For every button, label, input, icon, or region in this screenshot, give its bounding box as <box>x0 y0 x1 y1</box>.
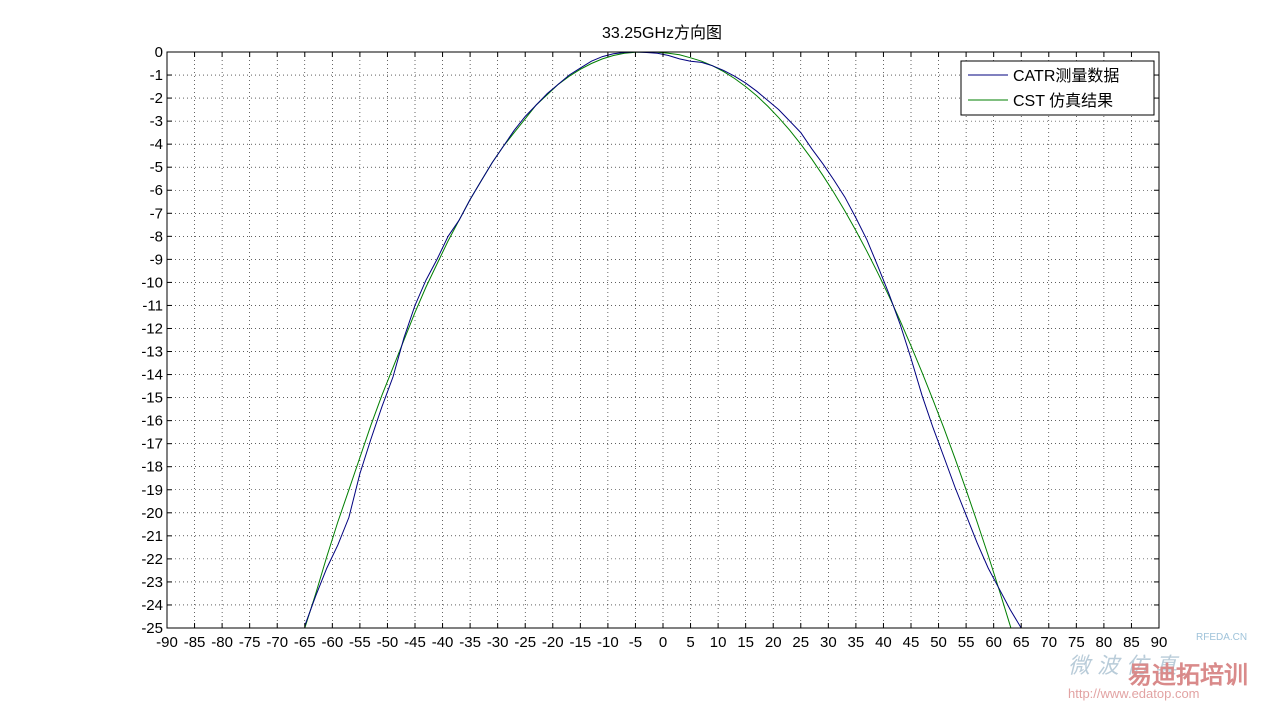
axis-ticks <box>166 51 1160 629</box>
y-tick-label: -1 <box>150 67 163 84</box>
x-tick-label: 60 <box>985 634 1002 651</box>
watermark-brand: 微 波 仿 真 <box>1068 654 1180 679</box>
x-tick-label: 20 <box>765 634 782 651</box>
x-tick-label: -30 <box>487 634 509 651</box>
x-tick-label: 30 <box>820 634 837 651</box>
y-tick-label: -21 <box>141 528 163 545</box>
watermark-url: http://www.edatop.com <box>1068 686 1200 701</box>
y-tick-label: -25 <box>141 620 163 637</box>
x-tick-label: 25 <box>792 634 809 651</box>
x-tick-label: 10 <box>710 634 727 651</box>
x-tick-label: 90 <box>1151 634 1168 651</box>
x-tick-label: -65 <box>294 634 316 651</box>
x-tick-label: 45 <box>903 634 920 651</box>
legend-box <box>960 60 1155 116</box>
x-tick-label: 40 <box>875 634 892 651</box>
y-axis-tick-labels: 0 -1 -2 -3 -4 -5 -6 -7 -8 -9 -10 -11 -12 -13 -14 -15 -16… <box>141 44 163 637</box>
x-tick-label: -75 <box>239 634 261 651</box>
x-tick-label: -20 <box>542 634 564 651</box>
legend: CATR测量数据 CST 仿真结果 <box>960 60 1155 116</box>
y-tick-label: -9 <box>150 251 163 268</box>
legend-label-cst: CST 仿真结果 <box>1013 92 1113 110</box>
y-tick-label: -19 <box>141 482 163 499</box>
y-tick-label: -5 <box>150 159 163 176</box>
legend-label-catr: CATR测量数据 <box>1013 67 1119 85</box>
x-tick-label: -90 <box>156 634 178 651</box>
y-tick-label: -14 <box>141 367 163 384</box>
watermark-site: RFEDA.CN <box>1196 632 1247 643</box>
y-tick-label: -7 <box>150 205 163 222</box>
y-tick-label: -13 <box>141 344 163 361</box>
x-tick-label: -25 <box>514 634 536 651</box>
grid-lines <box>167 52 1159 628</box>
y-tick-label: -11 <box>142 297 163 314</box>
x-tick-label: -40 <box>432 634 454 651</box>
y-tick-label: -3 <box>150 113 163 130</box>
x-axis-tick-labels: -90 -85 -80 -75 -70 -65 -60 -55 -50 -45 -40 -35 -30-… <box>156 634 1167 651</box>
x-tick-label: -60 <box>321 634 343 651</box>
x-tick-label: -15 <box>569 634 591 651</box>
x-tick-label: -50 <box>377 634 399 651</box>
y-tick-label: -16 <box>141 413 163 430</box>
y-tick-label: -10 <box>141 274 163 291</box>
y-tick-label: -24 <box>141 597 163 614</box>
x-tick-label: 80 <box>1096 634 1113 651</box>
x-tick-label: 5 <box>686 634 694 651</box>
x-tick-label: 35 <box>848 634 865 651</box>
watermark: RFEDA.CN 微 波 仿 真 易迪拓培训 http://www.edatop… <box>1068 632 1248 701</box>
x-tick-label: -45 <box>404 634 426 651</box>
y-tick-label: -8 <box>150 228 163 245</box>
y-tick-label: 0 <box>155 44 163 61</box>
watermark-training: 易迪拓培训 <box>1128 661 1248 689</box>
y-tick-label: -17 <box>141 436 163 453</box>
x-tick-label: 85 <box>1123 634 1140 651</box>
x-tick-label: -85 <box>184 634 206 651</box>
y-tick-label: -6 <box>150 182 163 199</box>
y-tick-label: -4 <box>150 136 163 153</box>
y-tick-label: -2 <box>150 90 163 107</box>
y-tick-label: -12 <box>141 320 163 337</box>
x-tick-label: -70 <box>266 634 288 651</box>
x-tick-label: -35 <box>459 634 481 651</box>
x-tick-label: 0 <box>659 634 667 651</box>
x-tick-label: 65 <box>1013 634 1030 651</box>
y-tick-label: -18 <box>141 459 163 476</box>
chart-title: 33.25GHz方向图 <box>602 24 722 42</box>
x-tick-label: 15 <box>737 634 754 651</box>
x-tick-label: 50 <box>930 634 947 651</box>
y-tick-label: -23 <box>141 574 163 591</box>
x-tick-label: 70 <box>1040 634 1057 651</box>
x-tick-label: 75 <box>1068 634 1085 651</box>
x-tick-label: -80 <box>211 634 233 651</box>
y-tick-label: -20 <box>141 505 163 522</box>
x-tick-label: 55 <box>958 634 975 651</box>
x-tick-label: -10 <box>597 634 619 651</box>
x-tick-label: -5 <box>629 634 642 651</box>
x-tick-label: -55 <box>349 634 371 651</box>
y-tick-label: -15 <box>141 390 163 407</box>
y-tick-label: -22 <box>141 551 163 568</box>
